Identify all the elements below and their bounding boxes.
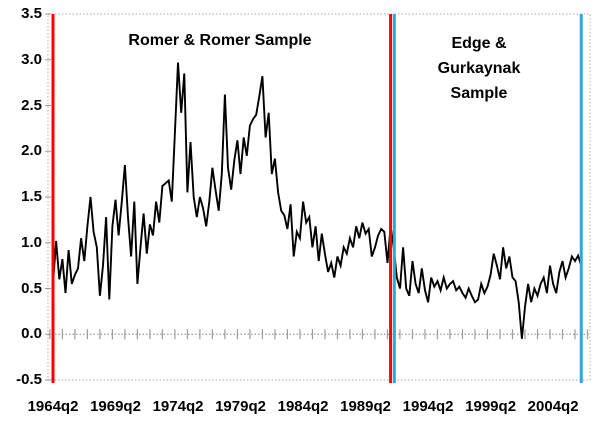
edge-sample-label-line2: Gurkaynak bbox=[437, 60, 521, 77]
y-axis-tick-label: -0.5 bbox=[16, 371, 42, 388]
y-axis-tick-label: 0.5 bbox=[21, 279, 42, 297]
x-axis-tick-label: 1994q2 bbox=[402, 398, 454, 415]
edge-sample-label-line1: Edge & bbox=[451, 35, 507, 52]
y-axis-tick-label: 3.0 bbox=[21, 50, 42, 68]
y-axis-tick-label: 1.0 bbox=[21, 233, 42, 251]
y-axis-tick-label: 3.5 bbox=[21, 5, 42, 22]
plot-border bbox=[47, 13, 591, 381]
x-axis-tick-label: 1989q2 bbox=[340, 398, 391, 415]
edge-sample-label-line3: Sample bbox=[450, 85, 508, 102]
x-axis-tick-label: 1999q2 bbox=[465, 398, 517, 415]
x-axis-tick-label: 1984q2 bbox=[277, 398, 329, 415]
x-axis-tick-label: 1974q2 bbox=[152, 398, 204, 415]
x-axis-tick-label: 1969q2 bbox=[90, 398, 141, 415]
romer-sample-label: Romer & Romer Sample bbox=[128, 32, 312, 49]
x-axis-tick-label: 2004q2 bbox=[527, 398, 579, 415]
x-axis-tick-label: 1964q2 bbox=[27, 398, 79, 415]
edge-sample-label: Edge & Gurkaynak Sample bbox=[409, 31, 549, 106]
data-series-line bbox=[52, 62, 583, 339]
y-axis-tick-label: 2.5 bbox=[21, 96, 42, 114]
x-axis-tick-label: 1979q2 bbox=[215, 398, 266, 415]
y-axis-tick-label: 0.0 bbox=[21, 325, 42, 343]
y-axis-tick-label: 2.0 bbox=[21, 142, 42, 160]
y-axis-tick-label: 1.5 bbox=[21, 188, 42, 205]
